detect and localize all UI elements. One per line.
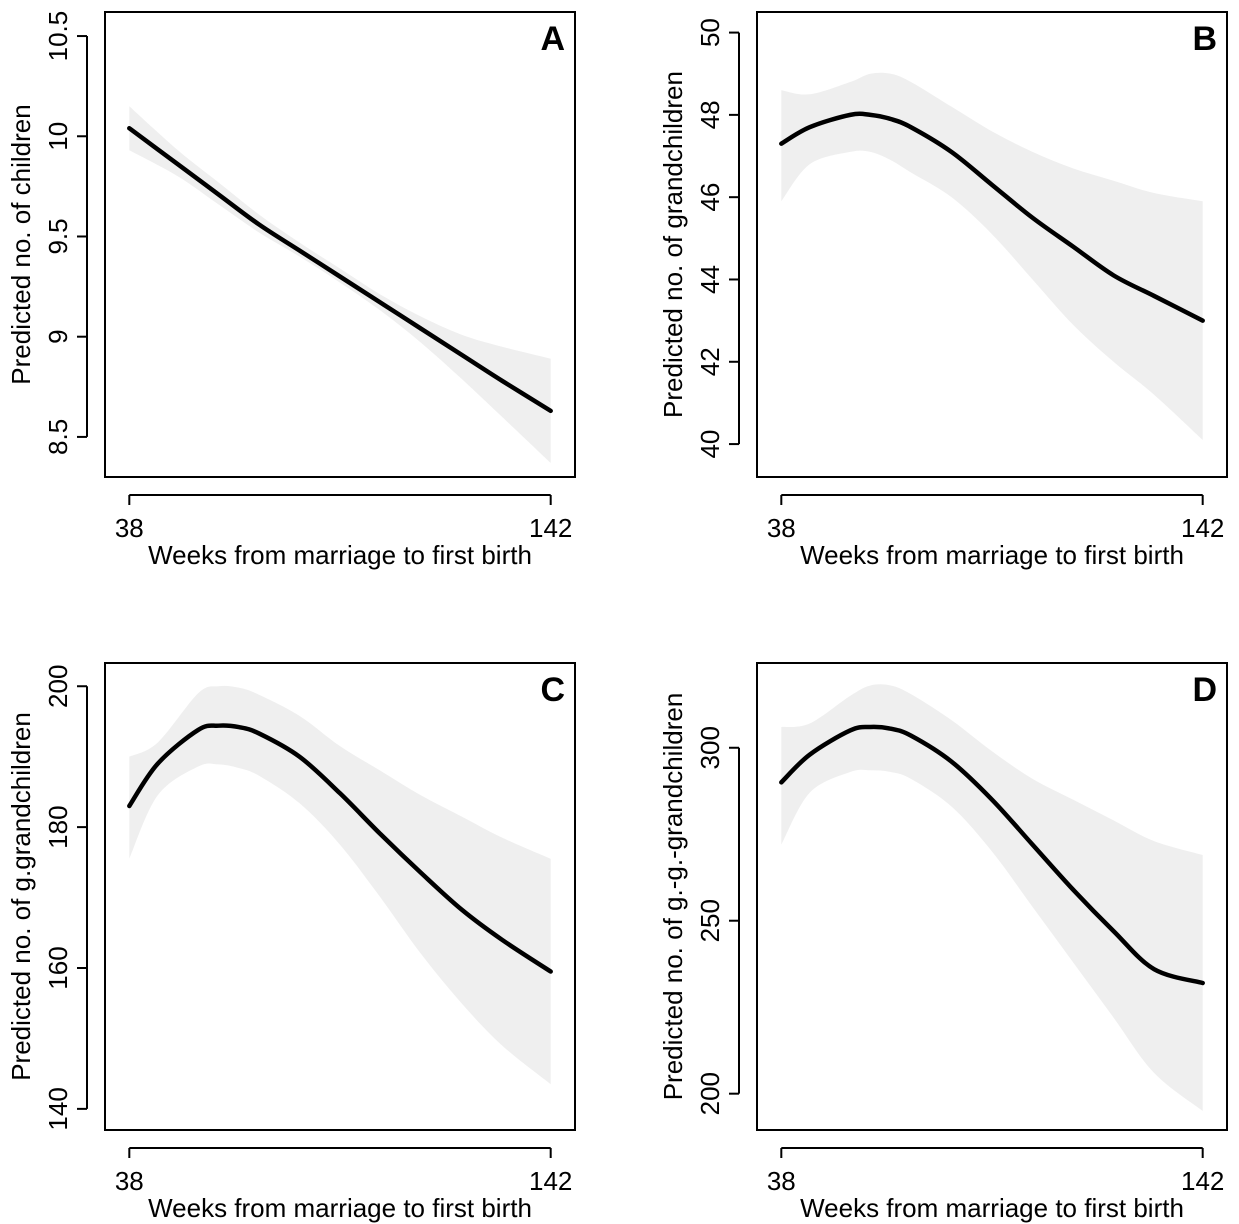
x-axis-label: Weeks from marriage to first birth bbox=[800, 1193, 1184, 1223]
confidence-band bbox=[129, 106, 551, 463]
panel-label: D bbox=[1192, 671, 1217, 709]
x-axis-label: Weeks from marriage to first birth bbox=[148, 1193, 532, 1223]
y-tick-label: 200 bbox=[695, 1072, 725, 1115]
x-tick-label: 142 bbox=[529, 513, 572, 543]
x-tick-label: 142 bbox=[529, 1166, 572, 1196]
plot-frame bbox=[756, 11, 1228, 478]
confidence-band bbox=[781, 72, 1203, 440]
y-tick-label: 40 bbox=[695, 430, 725, 459]
y-tick-label: 50 bbox=[695, 18, 725, 47]
y-tick-label: 140 bbox=[43, 1087, 73, 1130]
confidence-band bbox=[781, 684, 1203, 1111]
fitted-line bbox=[779, 724, 1205, 986]
y-tick-label: 8.5 bbox=[43, 419, 73, 455]
y-tick-label: 160 bbox=[43, 946, 73, 989]
y-tick-label: 42 bbox=[695, 347, 725, 376]
plot-frame bbox=[756, 662, 1228, 1131]
y-tick-label: 300 bbox=[695, 726, 725, 769]
y-tick-label: 200 bbox=[43, 665, 73, 708]
plot-frame bbox=[104, 11, 576, 478]
y-tick-label: 10 bbox=[43, 122, 73, 151]
y-axis-label: Predicted no. of g.grandchildren bbox=[6, 712, 36, 1081]
fitted-line bbox=[779, 111, 1205, 323]
y-tick-label: 9 bbox=[43, 329, 73, 343]
panel-label: B bbox=[1192, 20, 1217, 58]
x-tick-label: 38 bbox=[767, 1166, 796, 1196]
fitted-line bbox=[127, 723, 553, 974]
panel-label: A bbox=[540, 20, 565, 58]
y-tick-label: 180 bbox=[43, 805, 73, 848]
x-tick-label: 38 bbox=[767, 513, 796, 543]
panel-label: C bbox=[540, 671, 565, 709]
plot-frame bbox=[104, 662, 576, 1131]
x-tick-label: 142 bbox=[1181, 1166, 1224, 1196]
confidence-band bbox=[129, 685, 551, 1085]
y-tick-label: 48 bbox=[695, 100, 725, 129]
y-axis-label: Predicted no. of g.-g.-grandchildren bbox=[658, 693, 688, 1101]
y-tick-label: 10.5 bbox=[43, 11, 73, 62]
y-axis-label: Predicted no. of children bbox=[6, 104, 36, 384]
y-axis-label: Predicted no. of grandchildren bbox=[658, 71, 688, 418]
y-tick-label: 250 bbox=[695, 899, 725, 942]
x-axis-label: Weeks from marriage to first birth bbox=[148, 540, 532, 570]
fitted-line bbox=[127, 126, 553, 414]
x-axis-label: Weeks from marriage to first birth bbox=[800, 540, 1184, 570]
y-tick-label: 9.5 bbox=[43, 218, 73, 254]
x-tick-label: 142 bbox=[1181, 513, 1224, 543]
y-tick-label: 46 bbox=[695, 183, 725, 212]
y-tick-label: 44 bbox=[695, 265, 725, 294]
x-tick-label: 38 bbox=[115, 513, 144, 543]
x-tick-label: 38 bbox=[115, 1166, 144, 1196]
